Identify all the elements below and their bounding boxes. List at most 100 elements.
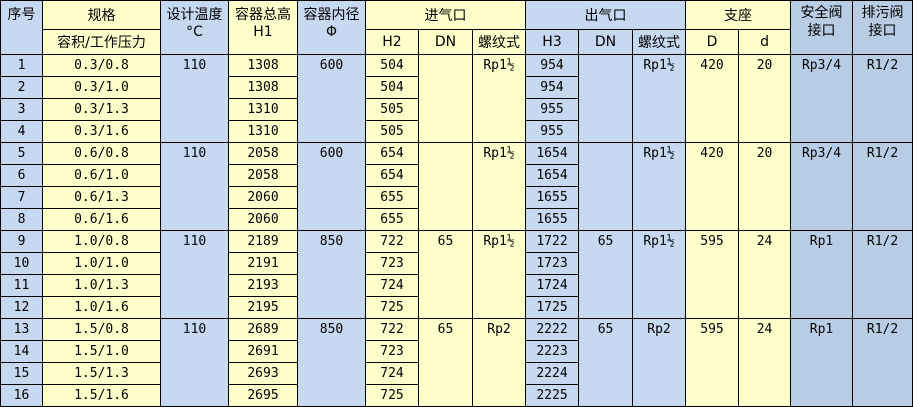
header-diameter-sub: Φ: [325, 24, 338, 40]
cell-drain: R1/2: [852, 54, 914, 143]
cell-spec: 0.6/1.3: [42, 186, 161, 209]
cell-outlet-h: 1723: [525, 252, 580, 275]
cell-outlet-h: 1655: [525, 186, 580, 209]
header-outlet: 出气口: [525, 0, 687, 30]
cell-no: 8: [0, 208, 43, 231]
cell-no: 14: [0, 340, 43, 363]
cell-outlet-h: 1654: [525, 142, 580, 165]
cell-drain: R1/2: [852, 230, 914, 319]
cell-spec: 1.5/1.3: [42, 362, 161, 385]
cell-diameter: 600: [297, 54, 366, 143]
cell-outlet-h: 2225: [525, 384, 580, 407]
cell-inlet-h: 505: [365, 98, 419, 121]
header-height-sub: H1: [253, 24, 273, 40]
cell-spec: 1.0/1.6: [42, 296, 161, 319]
cell-temp: 110: [160, 142, 229, 231]
cell-no: 3: [0, 98, 43, 121]
cell-support-d: 20: [738, 54, 792, 143]
cell-inlet-dn: 65: [418, 318, 473, 407]
cell-inlet-h: 722: [365, 230, 419, 253]
header-temp: 设计温度 °C: [160, 0, 229, 55]
table-row: 10 1.0/1.0 2191 723 1723: [0, 252, 913, 275]
header-temp-unit: °C: [186, 24, 203, 40]
cell-no: 2: [0, 76, 43, 99]
table-row: 8 0.6/1.6 2060 655 1655: [0, 208, 913, 231]
table-row: 14 1.5/1.0 2691 723 2223: [0, 340, 913, 363]
cell-no: 6: [0, 164, 43, 187]
cell-outlet-h: 955: [525, 98, 580, 121]
table-row: 11 1.0/1.3 2193 724 1724: [0, 274, 913, 297]
cell-support-d: 24: [738, 230, 792, 319]
cell-inlet-h: 504: [365, 76, 419, 99]
header-height-label: 容器总高: [235, 7, 291, 23]
cell-no: 11: [0, 274, 43, 297]
cell-inlet-h: 654: [365, 164, 419, 187]
cell-spec: 0.6/1.6: [42, 208, 161, 231]
cell-height: 2691: [228, 340, 298, 363]
cell-height: 2060: [228, 208, 298, 231]
cell-outlet-h: 954: [525, 76, 580, 99]
header-inlet-dn: DN: [418, 29, 473, 55]
cell-inlet-thread: Rp1½: [471, 142, 527, 231]
table-row: 5 0.6/0.8 110 2058 600 654 Rp1½ 1654 Rp1½ 420 20 Rp…: [0, 142, 914, 231]
cell-spec: 0.3/0.8: [42, 54, 161, 77]
header-no: 序号: [0, 0, 43, 55]
cell-spec: 1.0/1.3: [42, 274, 161, 297]
header-support-D: D: [685, 29, 740, 55]
cell-inlet-h: 505: [365, 120, 419, 143]
header-outlet-dn: DN: [578, 29, 634, 55]
table-row: 1 0.3/0.8 110 1308 600 504 Rp1½ 954 Rp1½ 420 20 Rp3…: [0, 54, 914, 143]
cell-inlet-h: 722: [365, 318, 419, 341]
cell-outlet-thread: Rp1½: [632, 230, 687, 319]
cell-spec: 1.5/1.6: [42, 384, 161, 407]
cell-inlet-h: 655: [365, 186, 419, 209]
cell-inlet-thread: Rp1½: [471, 54, 527, 143]
header-diameter: 容器内径 Φ: [297, 0, 366, 55]
header-diameter-label: 容器内径: [303, 7, 360, 23]
table-row: 9 1.0/0.8 110 2189 850 722 65 Rp1½ 1722 65 Rp1½ 595…: [0, 230, 914, 319]
cell-height: 2195: [228, 296, 298, 319]
cell-outlet-h: 1655: [525, 208, 580, 231]
cell-inlet-h: 724: [365, 362, 419, 385]
cell-height: 1310: [228, 120, 298, 143]
cell-inlet-h: 723: [365, 252, 419, 275]
cell-drain: R1/2: [852, 318, 914, 407]
cell-spec: 1.5/0.8: [42, 318, 161, 341]
cell-spec: 0.6/1.0: [42, 164, 161, 187]
cell-height: 2693: [228, 362, 298, 385]
cell-height: 2191: [228, 252, 298, 275]
cell-inlet-h: 504: [365, 54, 419, 77]
cell-height: 1308: [228, 54, 298, 77]
cell-height: 1310: [228, 98, 298, 121]
cell-outlet-dn: 65: [578, 318, 634, 407]
cell-outlet-h: 1725: [525, 296, 580, 319]
cell-inlet-h: 655: [365, 208, 419, 231]
cell-support-D: 595: [685, 230, 740, 319]
cell-spec: 1.5/1.0: [42, 340, 161, 363]
header-drain: 排污阀接口: [852, 0, 914, 55]
header-inlet: 进气口: [364, 0, 527, 30]
cell-spec: 0.3/1.3: [42, 98, 161, 121]
header-safety: 安全阀接口: [790, 0, 854, 55]
cell-temp: 110: [160, 54, 229, 143]
table-row: 7 0.6/1.3 2060 655 1655: [0, 186, 913, 209]
cell-spec: 1.0/1.0: [42, 252, 161, 275]
table-body: 1 0.3/0.8 110 1308 600 504 Rp1½ 954 Rp1½ 420 20 Rp3…: [0, 54, 914, 407]
cell-inlet-h: 725: [365, 296, 419, 319]
cell-outlet-dn: [578, 142, 634, 231]
cell-no: 16: [0, 384, 43, 407]
cell-height: 2060: [228, 186, 298, 209]
header-inlet-h: H2: [365, 29, 419, 55]
cell-outlet-h: 2224: [525, 362, 580, 385]
cell-height: 1308: [228, 76, 298, 99]
cell-inlet-thread: Rp2: [471, 318, 527, 407]
cell-safety: Rp3/4: [790, 142, 854, 231]
table-row: 6 0.6/1.0 2058 654 1654: [0, 164, 913, 187]
cell-outlet-thread: Rp2: [632, 318, 687, 407]
cell-outlet-h: 1722: [525, 230, 580, 253]
cell-inlet-h: 723: [365, 340, 419, 363]
table-row: 13 1.5/0.8 110 2689 850 722 65 Rp2 2222 65 Rp2 595 2…: [0, 318, 914, 407]
cell-inlet-h: 724: [365, 274, 419, 297]
header-spec-sub: 容积/工作压力: [42, 29, 161, 55]
cell-outlet-dn: [578, 54, 634, 143]
